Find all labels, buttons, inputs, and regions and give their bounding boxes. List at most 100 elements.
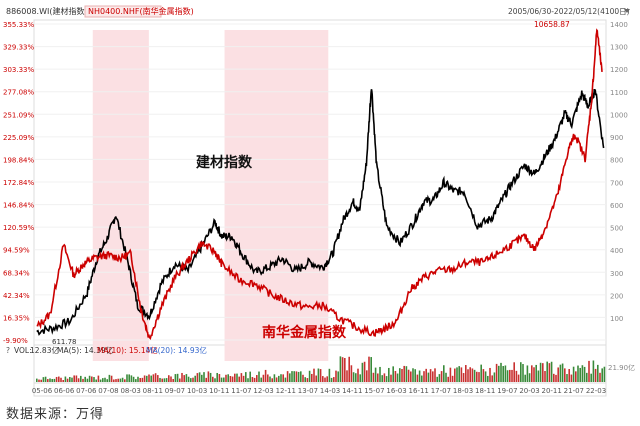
volume-bar [187, 376, 190, 382]
volume-bar [286, 371, 289, 382]
volume-bar [262, 374, 265, 382]
x-tick-label: 08-11 [143, 387, 163, 395]
volume-bar [174, 374, 177, 382]
volume-bar [379, 366, 381, 382]
volume-bar [181, 372, 183, 382]
volume-bar [366, 370, 368, 382]
volume-bar [110, 375, 113, 382]
volume-bar [297, 371, 300, 382]
volume-bar [403, 365, 405, 382]
volume-bar [482, 369, 485, 382]
volume-bar [443, 365, 445, 382]
volume-bar [583, 366, 586, 382]
volume-bar [330, 377, 333, 382]
volume-bar [421, 375, 423, 382]
volume-bar [126, 374, 128, 382]
volume-bar [148, 374, 150, 382]
volume-bar [137, 376, 139, 382]
volume-bar [550, 361, 553, 382]
volume-bar [289, 373, 291, 382]
left-tick-label: 94.59% [3, 247, 30, 255]
volume-bar [326, 376, 328, 382]
volume-bar [418, 370, 421, 382]
volume-bar [399, 368, 401, 382]
triangle-down-icon[interactable] [624, 9, 630, 13]
volume-bar [374, 367, 377, 382]
volume-bar [363, 361, 366, 382]
volume-bar [115, 379, 117, 382]
volume-bar [194, 375, 196, 382]
volume-bar [192, 377, 194, 382]
volume-bar [566, 374, 568, 382]
volume-bar [319, 369, 322, 382]
left-tick-label: -9.90% [3, 337, 28, 345]
volume-bar [324, 377, 326, 382]
volume-bar [225, 374, 227, 382]
x-tick-label: 12-11 [276, 387, 296, 395]
volume-bar [405, 366, 408, 382]
volume-bar [590, 373, 592, 382]
volume-bar [388, 367, 390, 382]
volume-bar [170, 376, 172, 382]
volume-bar [124, 379, 126, 382]
volume-bar [425, 368, 427, 382]
volume-bar [55, 376, 58, 382]
header-date-range: 2005/06/30-2022/05/12(4100日) [508, 7, 630, 16]
volume-bar [537, 370, 540, 382]
x-tick-label: 14-11 [342, 387, 362, 395]
volume-bar [223, 377, 225, 382]
volume-bar [143, 375, 146, 382]
vol-ma5: MA(5): 14.39亿 [57, 345, 114, 355]
x-tick-label: 08-03 [120, 387, 140, 395]
volume-bar [577, 365, 579, 382]
volume-bar [546, 361, 548, 382]
volume-bar [579, 367, 581, 382]
volume-bar [172, 379, 174, 382]
volume-bar [242, 375, 245, 382]
volume-bar [132, 376, 135, 382]
volume-bar [500, 362, 502, 382]
volume-bar [454, 368, 456, 382]
volume-bar [97, 375, 100, 382]
volume-bar [502, 366, 504, 382]
volume-bar [594, 368, 597, 382]
vol-checkbox-icon[interactable]: ? [6, 346, 10, 355]
volume-bar [328, 368, 331, 382]
volume-bar [357, 368, 359, 382]
right-tick-label: 600 [610, 202, 623, 210]
volume-bar [128, 374, 130, 382]
volume-bar [322, 376, 324, 382]
volume-bar [337, 371, 339, 382]
volume-bar [256, 375, 258, 382]
volume-bar [62, 379, 64, 382]
volume-bar [515, 370, 518, 382]
left-tick-label: 277.08% [3, 89, 34, 97]
volume-bar [401, 368, 403, 382]
volume-bar [214, 378, 216, 382]
volume-bar [209, 372, 212, 382]
volume-bar [66, 378, 69, 382]
volume-bar [469, 367, 471, 382]
volume-bar [183, 375, 185, 382]
volume-bar [91, 376, 93, 382]
volume-bar [484, 371, 487, 382]
volume-bar [317, 368, 320, 382]
x-tick-label: 10-11 [209, 387, 229, 395]
volume-bar [60, 377, 62, 382]
volume-bar [185, 374, 188, 382]
x-tick-label: 09-07 [165, 387, 185, 395]
volume-bar [520, 362, 522, 382]
volume-bar [586, 372, 588, 382]
volume-bar [412, 368, 414, 382]
volume-bar [372, 372, 375, 382]
volume-bar [139, 378, 141, 382]
vol-ma10: MA(10): 15.14亿 [97, 345, 158, 355]
x-tick-label: 16-11 [409, 387, 429, 395]
volume-bar [542, 363, 544, 382]
volume-bar [524, 374, 526, 382]
volume-bar [236, 373, 238, 382]
volume-bar [346, 370, 348, 382]
volume-bar [264, 369, 267, 382]
volume-bar [495, 363, 498, 382]
volume-bar [253, 377, 256, 382]
